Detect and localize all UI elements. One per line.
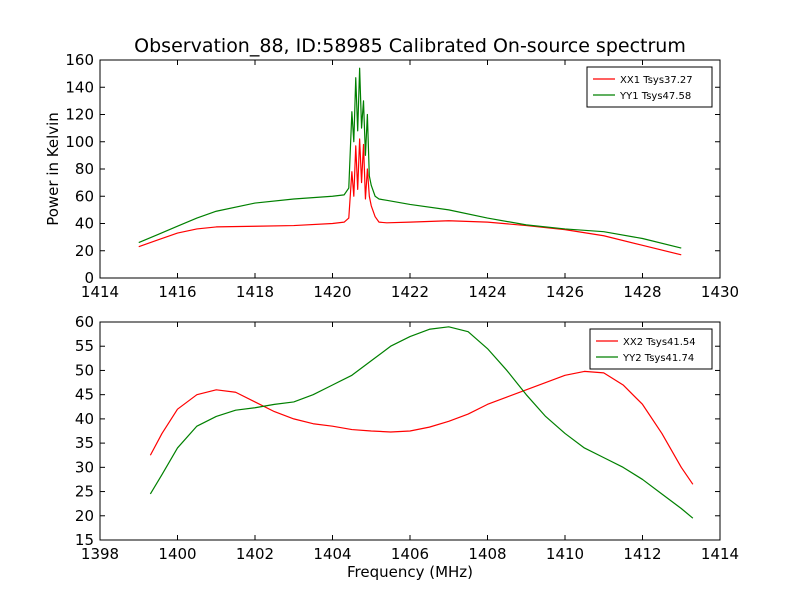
- y-tick-label: 30: [75, 458, 94, 476]
- top-panel: 1414 1416 1418 1420 1422 1424 1426 1428 1430 0 20 4…: [44, 51, 739, 301]
- x-tick-label: 1422: [391, 283, 429, 301]
- x-tick-label: 1414: [701, 545, 739, 563]
- x-axis-label: Frequency (MHz): [347, 563, 473, 581]
- y-tick-label: 55: [75, 337, 94, 355]
- y-tick-label: 120: [65, 106, 94, 124]
- x-tick-label: 1408: [468, 545, 506, 563]
- legend-box: [586, 66, 713, 108]
- y-axis-label: Power in Kelvin: [44, 112, 62, 226]
- x-tick-label: 1416: [158, 283, 196, 301]
- y-tick-label: 35: [75, 434, 94, 452]
- legend-label: XX1 Tsys37.27: [620, 75, 693, 86]
- y-tick-label: 160: [65, 51, 94, 69]
- x-tick-label: 1428: [623, 283, 661, 301]
- x-tick-label: 1410: [546, 545, 584, 563]
- y-tick-label: 60: [75, 187, 94, 205]
- series-line-2-1: [149, 370, 694, 485]
- y-tick-label: 25: [75, 483, 94, 501]
- series-line-1-2: [138, 67, 682, 249]
- y-tick-label: 140: [65, 78, 94, 96]
- legend-box: [589, 328, 713, 370]
- legend-label: YY1 Tsys47.58: [619, 91, 691, 102]
- x-tick-label: 1402: [236, 545, 274, 563]
- x-tick-label: 1424: [468, 283, 506, 301]
- y-tick-label: 0: [84, 269, 94, 287]
- x-tick-label: 1400: [158, 545, 196, 563]
- legend-label: XX2 Tsys41.54: [623, 337, 696, 348]
- x-tick-label: 1404: [313, 545, 351, 563]
- x-tick-label: 1418: [236, 283, 274, 301]
- series-line-1-1: [138, 138, 682, 256]
- legend-label: YY2 Tsys41.74: [622, 353, 694, 364]
- x-tick-label: 1430: [701, 283, 739, 301]
- x-tick-label: 1406: [391, 545, 429, 563]
- x-tick-label: 1412: [623, 545, 661, 563]
- y-tick-label: 100: [65, 133, 94, 151]
- y-tick-label: 80: [75, 160, 94, 178]
- y-tick-label: 40: [75, 410, 94, 428]
- chart-title: Observation_88, ID:58985 Calibrated On-s…: [134, 35, 686, 57]
- x-tick-label: 1426: [546, 283, 584, 301]
- y-tick-label: 45: [75, 386, 94, 404]
- y-tick-label: 60: [75, 313, 94, 331]
- bottom-panel: 1398 1400 1402 1404 1406 1408 1410 1412 1414 15 20…: [75, 313, 739, 581]
- x-tick-label: 1414: [81, 283, 119, 301]
- y-tick-label: 20: [75, 242, 94, 260]
- x-tick-label: 1420: [313, 283, 351, 301]
- y-tick-label: 15: [75, 531, 94, 549]
- y-tick-label: 20: [75, 507, 94, 525]
- series-line-2-2: [149, 326, 694, 519]
- y-tick-label: 50: [75, 361, 94, 379]
- x-tick-label: 1398: [81, 545, 119, 563]
- y-tick-label: 40: [75, 215, 94, 233]
